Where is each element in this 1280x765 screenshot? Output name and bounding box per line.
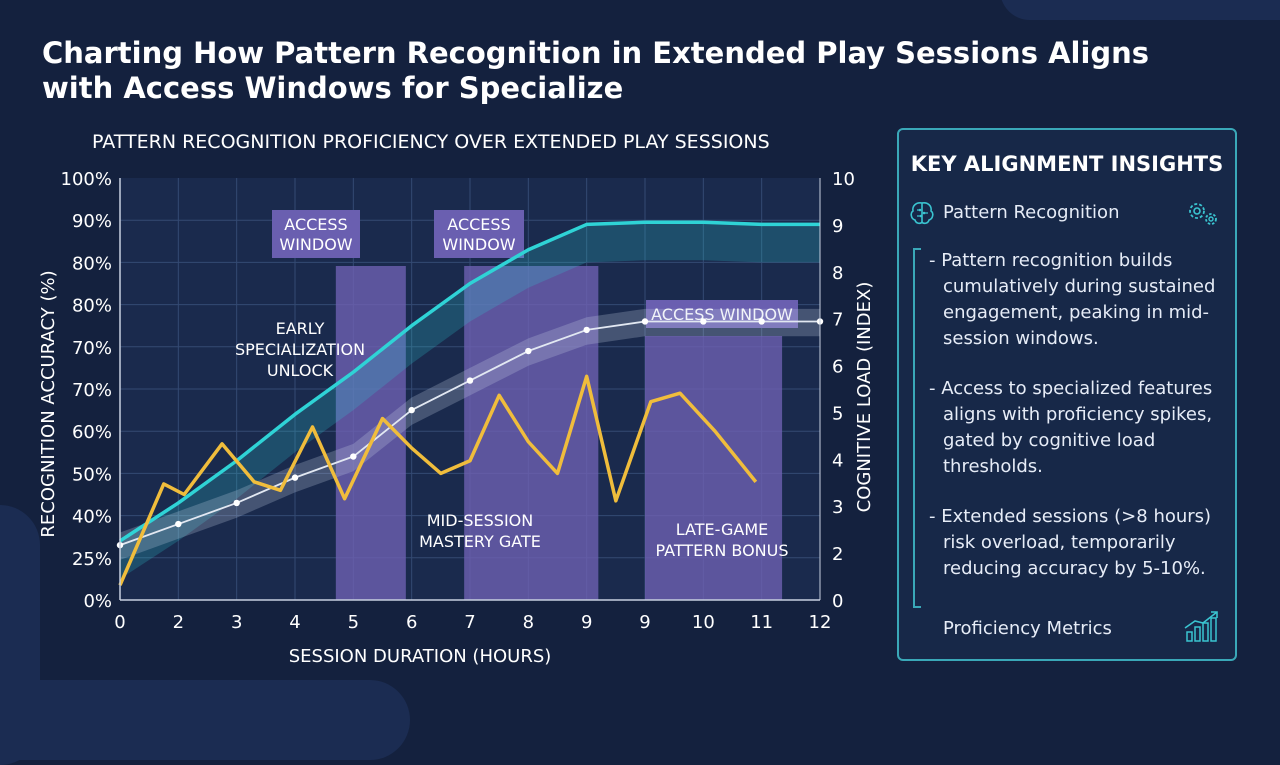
y-right-tick-label: 8 [832, 263, 843, 284]
page-title: Charting How Pattern Recognition in Exte… [42, 36, 1150, 105]
access-window-label-box [434, 210, 524, 258]
insight-2: - Access to specialized features aligns … [929, 378, 1213, 477]
axis-labels: 0 2 3 4 5 6 7 8 9 9 10 11 12100%90%80%80%70%70%60%50… [38, 169, 875, 667]
brain-icon [910, 202, 934, 225]
insights-bracket [913, 248, 921, 608]
series-point-white [525, 347, 532, 355]
x-tick-label: 9 [639, 612, 650, 633]
y-right-tick-label: 4 [832, 450, 843, 471]
annotation-text: MID-SESSION [427, 511, 533, 530]
cyan-band [120, 222, 820, 579]
x-tick-label: 4 [289, 612, 300, 633]
y-left-tick-label: 80% [72, 296, 112, 317]
x-tick-label: 0 [114, 612, 125, 633]
y-right-tick-label: 3 [832, 497, 843, 518]
series-point-white [350, 453, 357, 460]
x-tick-label: 9 [581, 612, 592, 633]
series-line-white [119, 320, 820, 546]
background-shape-bottom [0, 680, 410, 760]
background-shape-top-right [1000, 0, 1280, 20]
series-point-white [175, 520, 182, 528]
confidence-bands [120, 222, 820, 579]
y-right-tick-label: 2 [832, 544, 843, 565]
y-right-tick-label: 6 [832, 357, 843, 378]
x-tick-label: 8 [523, 612, 534, 633]
x-tick-label: 5 [348, 612, 359, 633]
access-window-band [335, 266, 406, 600]
series-point-white [466, 377, 474, 384]
annotation-text: SPECIALIZATION [235, 340, 365, 359]
insight-1: - Pattern recognition builds cumulativel… [929, 250, 1216, 349]
y-left-tick-label: 0% [83, 591, 112, 612]
access-window-label-box [646, 300, 798, 328]
annotation-text: LATE-GAME [676, 520, 768, 539]
x-tick-label: 3 [231, 612, 242, 633]
annotation-text: UNLOCK [267, 361, 334, 380]
access-window-label: ACCESS [447, 215, 510, 234]
y-right-tick-label: 7 [832, 310, 843, 331]
x-tick-label: 11 [750, 612, 773, 633]
white-band [120, 308, 820, 560]
y-left-tick-label: 60% [72, 422, 112, 443]
series-point-white [641, 318, 649, 325]
x-tick-label: 6 [406, 612, 417, 633]
access-window-label: WINDOW [279, 235, 352, 254]
x-axis-label: SESSION DURATION (HOURS) [289, 646, 552, 667]
access-window-label: WINDOW [442, 235, 515, 254]
y-left-tick-label: 90% [72, 211, 112, 232]
y-left-tick-label: 100% [61, 169, 112, 190]
access-window-band [645, 336, 783, 600]
panel-footer: Proficiency Metrics [943, 618, 1112, 639]
annotation-text: PATTERN BONUS [656, 541, 789, 560]
y-left-tick-label: 40% [72, 507, 112, 528]
y-right-tick-label: 10 [832, 169, 855, 190]
series-point-white [408, 406, 415, 414]
access-window-label: ACCESS [284, 215, 347, 234]
access-window-band [464, 266, 599, 600]
series-lines [118, 220, 820, 586]
insights-panel: KEY ALIGNMENT INSIGHTS Pattern Recogniti… [897, 128, 1237, 661]
y-right-tick-label: 0 [832, 591, 843, 612]
access-window-label-box [272, 210, 360, 258]
panel-title: KEY ALIGNMENT INSIGHTS [910, 152, 1224, 176]
series-point-white [233, 499, 240, 507]
y-left-tick-label: 80% [72, 253, 112, 274]
annotation-text: EARLY [276, 319, 325, 338]
annotations: EARLY SPECIALIZATION UNLOCK MID-SESSION MAST… [235, 319, 789, 560]
series-point-white [291, 474, 299, 481]
x-tick-label: 10 [692, 612, 715, 633]
x-tick-label: 12 [809, 612, 832, 633]
series-point-white [758, 318, 765, 325]
series-point-white [700, 318, 707, 325]
annotation-text: MASTERY GATE [419, 532, 541, 551]
y-left-tick-label: 70% [72, 380, 112, 401]
x-tick-label: 2 [173, 612, 184, 633]
y-right-axis-label: COGNITIVE LOAD (INDEX) [854, 282, 875, 513]
panel-subtitle: Pattern Recognition [943, 202, 1120, 223]
growth-chart-icon [1184, 611, 1218, 642]
insight-3: - Extended sessions (>8 hours) risk over… [929, 506, 1212, 579]
series-point-white [583, 326, 590, 334]
y-right-tick-label: 5 [832, 403, 843, 424]
access-window-label: ACCESS WINDOW [651, 305, 793, 324]
x-tick-label: 7 [464, 612, 475, 633]
chart-title: PATTERN RECOGNITION PROFICIENCY OVER EXT… [92, 131, 770, 153]
y-left-tick-label: 70% [72, 338, 112, 359]
gears-icon [1189, 203, 1217, 225]
series-line-gold [118, 374, 758, 586]
y-left-tick-label: 50% [72, 464, 112, 485]
y-left-axis-label: RECOGNITION ACCURACY (%) [38, 270, 59, 537]
y-left-tick-label: 25% [72, 549, 112, 570]
y-right-tick-label: 9 [832, 216, 843, 237]
